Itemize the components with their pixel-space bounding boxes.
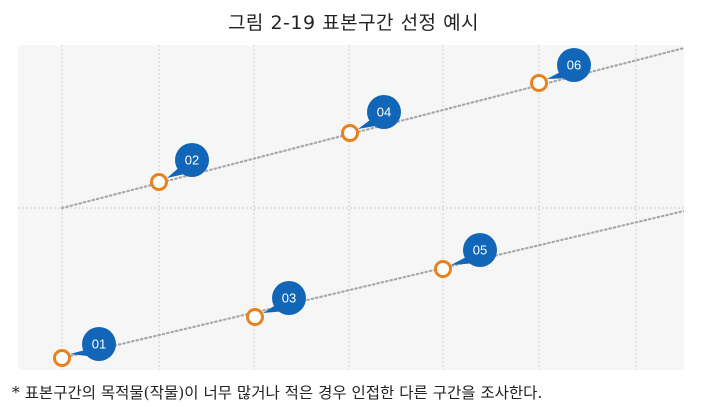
marker-label: 03	[282, 291, 296, 306]
sample-marker-05: 05	[434, 233, 497, 278]
marker-badge	[175, 143, 209, 177]
marker-label: 02	[185, 153, 199, 168]
sample-section-diagram: 01 02 03 04 05 06	[18, 45, 684, 370]
sample-point-ring	[530, 74, 548, 92]
sample-point-ring	[150, 173, 168, 191]
marker-label: 06	[567, 58, 581, 73]
lower-survey-line	[60, 209, 684, 360]
sample-marker-02: 02	[150, 143, 209, 191]
sample-point-ring	[434, 260, 452, 278]
marker-badge	[463, 233, 497, 267]
sample-marker-04: 04	[341, 95, 401, 142]
marker-badge	[557, 48, 591, 82]
marker-badge	[82, 327, 116, 361]
marker-badge	[272, 281, 306, 315]
marker-badge	[367, 95, 401, 129]
marker-label: 05	[473, 243, 487, 258]
sample-point-ring	[246, 308, 264, 326]
sample-markers: 01 02 03 04 05 06	[53, 48, 591, 367]
marker-label: 04	[377, 105, 391, 120]
figure-title: 그림 2-19 표본구간 선정 예시	[227, 12, 480, 34]
sample-marker-06: 06	[530, 48, 591, 92]
sample-marker-03: 03	[246, 281, 306, 326]
figure-footnote: * 표본구간의 목적물(작물)이 너무 많거나 적은 경우 인접한 다른 구간을…	[12, 384, 543, 402]
sample-point-ring	[53, 349, 71, 367]
sample-point-ring	[341, 124, 359, 142]
marker-label: 01	[92, 337, 106, 352]
sample-marker-01: 01	[53, 327, 116, 367]
